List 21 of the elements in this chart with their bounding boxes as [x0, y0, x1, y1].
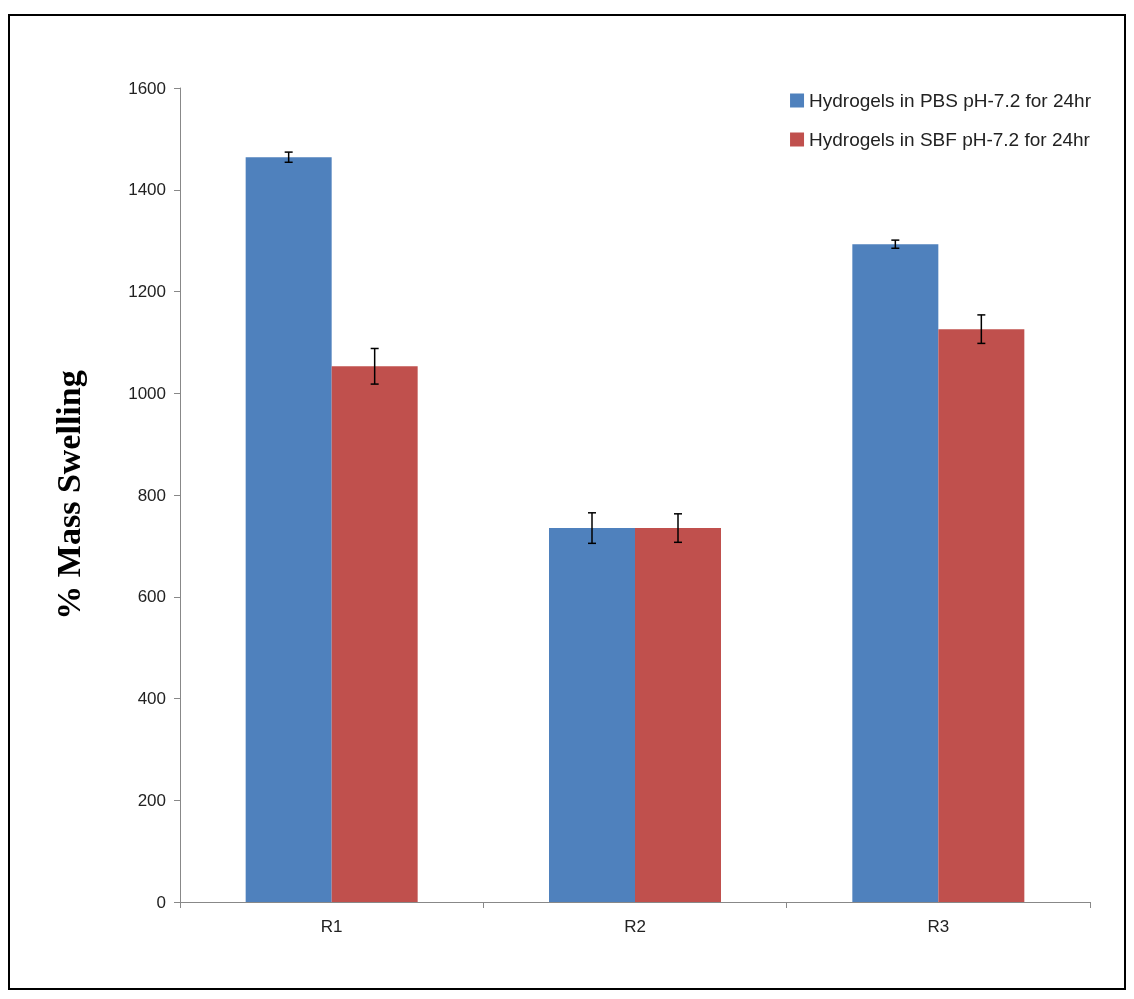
- y-tick-label: 1600: [128, 78, 166, 98]
- bar: [549, 528, 635, 902]
- bar: [938, 329, 1025, 902]
- y-tick-label: 600: [137, 587, 166, 607]
- bar: [852, 244, 939, 902]
- y-tick-label: 0: [156, 892, 166, 912]
- y-tick-label: 800: [137, 485, 166, 505]
- y-tick-label: 1400: [128, 180, 166, 200]
- y-axis-title: % Mass Swelling: [49, 370, 87, 620]
- x-tick-label: R2: [624, 917, 646, 936]
- y-tick-label: 200: [137, 790, 166, 810]
- y-tick-label: 400: [137, 689, 166, 708]
- x-tick-label: R3: [927, 917, 950, 936]
- y-tick-label: 1000: [128, 383, 166, 403]
- x-tick-label: R1: [320, 917, 343, 936]
- bar: [635, 528, 721, 902]
- bar: [245, 157, 332, 902]
- legend-label: Hydrogels in PBS pH-7.2 for 24hr: [809, 90, 1092, 111]
- legend-label: Hydrogels in SBF pH-7.2 for 24hr: [809, 129, 1091, 150]
- y-tick-label: 1200: [128, 282, 166, 301]
- bar: [331, 366, 418, 902]
